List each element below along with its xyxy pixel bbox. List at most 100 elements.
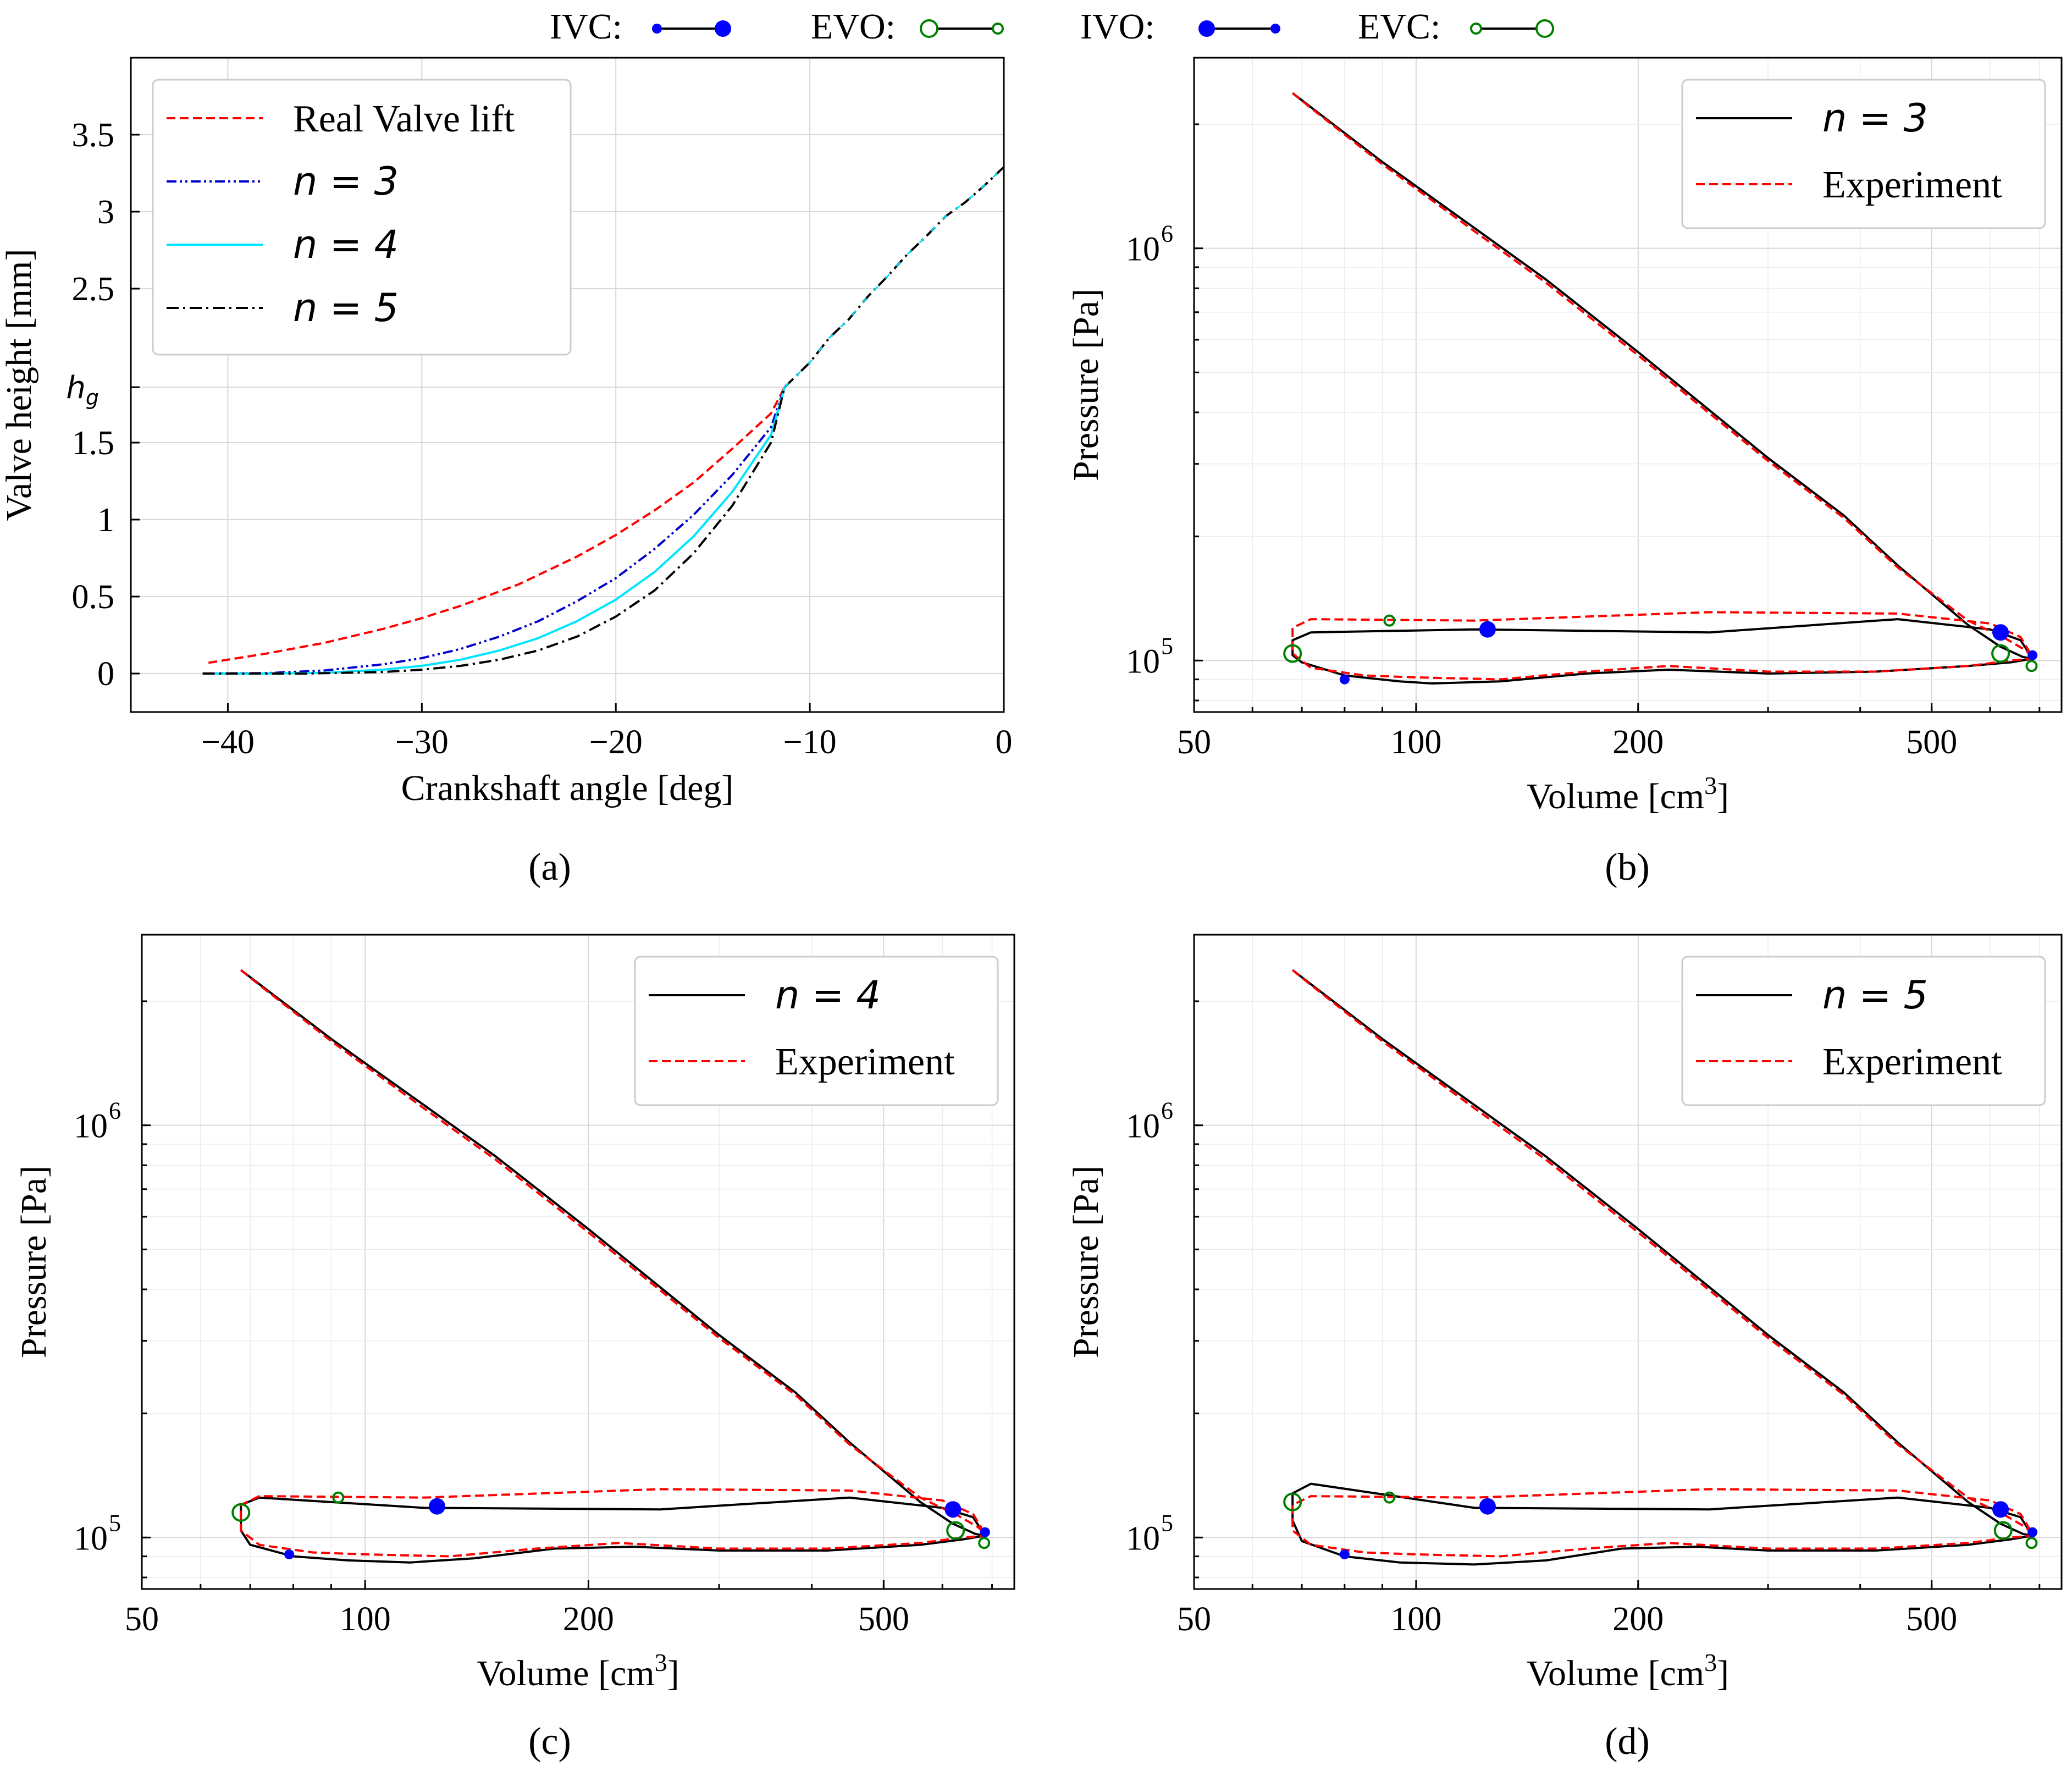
marker-evc (1383, 614, 1396, 627)
marker-evo (946, 1521, 965, 1540)
legend-box (152, 79, 572, 356)
y-tick-exponent: 6 (1161, 220, 1173, 247)
y-tick-label: 10 (74, 1520, 108, 1557)
x-tick-label: 50 (125, 1601, 159, 1638)
plot-frame (1193, 57, 2063, 713)
legend-box (634, 956, 999, 1106)
top-legend-label: EVO: (811, 7, 896, 47)
y-tick-label: 0 (97, 655, 114, 693)
y-tick-label: 1 (97, 501, 114, 539)
y-tick-label: 10 (74, 1108, 108, 1145)
series-line-experiment (1291, 92, 2034, 681)
marker-ivo (1339, 674, 1350, 685)
marker-ivo (2027, 650, 2038, 660)
legend: n = 3 Experiment (1681, 79, 2046, 229)
marker-ivc (1992, 1501, 2009, 1518)
y-tick-exponent: 6 (1161, 1097, 1173, 1124)
marker-ivc (428, 1498, 445, 1515)
y-tick-label: 3 (97, 194, 114, 231)
legend-label: Real Valve lift (293, 98, 515, 140)
marker-ivo (1339, 1549, 1350, 1560)
series-line-n-4 (202, 387, 786, 675)
top-legend-label: IVC: (550, 7, 622, 47)
y-tick-label: 2.5 (72, 271, 115, 308)
subplot-caption: (b) (1605, 846, 1650, 889)
legend: n = 4 Experiment (634, 956, 999, 1106)
legend-label: Experiment (1822, 1041, 2002, 1083)
series-line-n-3 (1291, 92, 2034, 685)
legend: n = 5 Experiment (1681, 956, 2046, 1106)
marker-evc (978, 1537, 991, 1549)
subplots: −40 −30 −20 −10 0 0 0.5 1 1.5 hg 2.5 3 3.5 Crankshaft… (0, 57, 2063, 1763)
x-tick-label: 100 (1390, 724, 1441, 761)
plot-frame (130, 57, 1005, 713)
x-tick-label: 500 (1906, 724, 1957, 761)
marker-evo (1283, 1492, 1302, 1511)
marker-ivc (1479, 1498, 1496, 1515)
top-legend-marker (715, 20, 731, 37)
y-tick-exponent: 5 (1161, 1509, 1173, 1536)
y-axis-title: Pressure [Pa] (14, 1166, 54, 1358)
marker-evc (332, 1491, 345, 1504)
x-tick-label: 50 (1177, 724, 1211, 761)
marker-evc (1383, 1491, 1396, 1504)
y-tick-label: 10 (1126, 643, 1160, 680)
marker-ivc (1479, 621, 1496, 638)
subplot-caption: (a) (528, 846, 571, 889)
y-tick-exponent: 6 (109, 1097, 121, 1124)
top-legend-label: IVO: (1080, 7, 1155, 47)
top-legend-marker (1198, 20, 1215, 37)
y-tick-label: 3.5 (72, 117, 115, 154)
x-tick-label: 200 (1612, 724, 1664, 761)
x-tick-label: 100 (340, 1601, 391, 1638)
y-tick-label: 0.5 (72, 578, 115, 616)
legend-label: n = 5 (293, 285, 399, 330)
marker-evc (2025, 660, 2038, 672)
x-axis-title: Volume [cm3] (477, 1648, 679, 1693)
legend-box (1681, 956, 2046, 1106)
top-legend-marker (920, 19, 938, 38)
series-line-n-3 (202, 387, 786, 675)
legend-label: n = 4 (293, 222, 399, 267)
plot-area (202, 166, 1004, 675)
marker-ivo (284, 1549, 295, 1560)
top-legend-label: EVC: (1358, 7, 1440, 47)
plot-area (240, 969, 986, 1564)
legend-box (1681, 79, 2046, 229)
subplot-caption: (c) (528, 1720, 571, 1763)
marker-ivc (1992, 624, 2009, 641)
top-legend-marker (992, 23, 1004, 35)
y-tick-exponent: 5 (109, 1509, 121, 1536)
x-tick-label: 200 (563, 1601, 614, 1638)
marker-evo (1991, 644, 2010, 663)
y-axis-title: Pressure [Pa] (1066, 1166, 1106, 1358)
marker-evo (1993, 1521, 2013, 1540)
top-legend-marker (652, 24, 662, 34)
axes: −40 −30 −20 −10 0 0 0.5 1 1.5 hg 2.5 3 3.5 Crankshaft… (0, 117, 1013, 808)
x-tick-label: 0 (996, 724, 1013, 761)
y-tick-label: 1.5 (72, 424, 115, 462)
legend: Real Valve lift n = 3 n = 4 n = 5 (152, 79, 572, 356)
top-legend-marker (1270, 24, 1280, 34)
series-line-experiment (240, 969, 986, 1558)
legend-label: Experiment (775, 1041, 955, 1083)
x-axis-title: Volume [cm3] (1527, 771, 1729, 816)
series-line-n-5 (1291, 969, 2034, 1566)
marker-ivc (944, 1501, 962, 1518)
plot-frame (1193, 934, 2063, 1590)
top-legend-marker (1470, 23, 1482, 35)
y-tick-label: 10 (1126, 1520, 1160, 1557)
series-overlay-line (784, 166, 1004, 388)
legend-label: n = 3 (293, 159, 399, 204)
legend-label: n = 4 (775, 973, 881, 1018)
x-axis-title: Volume [cm3] (1527, 1648, 1729, 1693)
series-line-common (783, 166, 1004, 388)
x-tick-label: −40 (201, 724, 255, 761)
marker-evo (231, 1503, 251, 1522)
x-tick-label: 500 (858, 1601, 909, 1638)
